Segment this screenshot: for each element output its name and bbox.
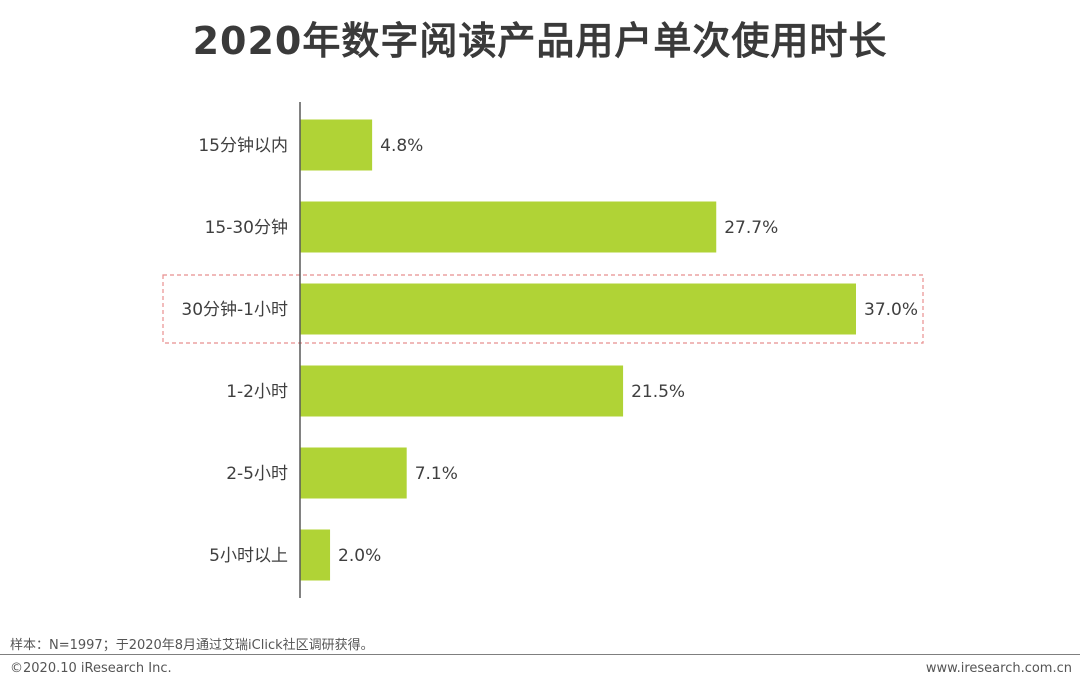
value-label-0: 4.8% xyxy=(380,136,423,156)
copyright-text: ©2020.10 iResearch Inc. xyxy=(10,661,172,676)
category-label-1: 15-30分钟 xyxy=(205,218,288,238)
value-label-2: 37.0% xyxy=(864,300,918,320)
bar-2 xyxy=(300,283,856,335)
bar-chart: 15分钟以内 4.8% 15-30分钟 27.7% 30分钟-1小时 37.0% 1-2小时… xyxy=(162,102,924,598)
value-label-4: 7.1% xyxy=(415,464,458,484)
value-label-1: 27.7% xyxy=(724,218,778,238)
category-label-5: 5小时以上 xyxy=(209,546,288,566)
bar-5 xyxy=(300,529,331,581)
website-link[interactable]: www.iresearch.com.cn xyxy=(925,661,1072,676)
bars-layer: 15分钟以内 4.8% 15-30分钟 27.7% 30分钟-1小时 37.0% 1-2小时… xyxy=(162,119,924,581)
category-label-0: 15分钟以内 xyxy=(198,136,288,156)
bar-4 xyxy=(300,447,407,499)
value-label-5: 2.0% xyxy=(338,546,381,566)
highlight-box xyxy=(162,274,924,344)
source-note: 样本：N=1997；于2020年8月通过艾瑞iClick社区调研获得。 xyxy=(10,638,374,653)
footer-divider xyxy=(0,654,1080,655)
category-label-3: 1-2小时 xyxy=(226,382,288,402)
chart-title: 2020年数字阅读产品用户单次使用时长 xyxy=(192,19,888,63)
bar-0 xyxy=(300,119,373,171)
category-label-2: 30分钟-1小时 xyxy=(181,300,288,320)
category-label-4: 2-5小时 xyxy=(226,464,288,484)
bar-3 xyxy=(300,365,624,417)
bar-1 xyxy=(300,201,717,253)
value-label-3: 21.5% xyxy=(631,382,685,402)
